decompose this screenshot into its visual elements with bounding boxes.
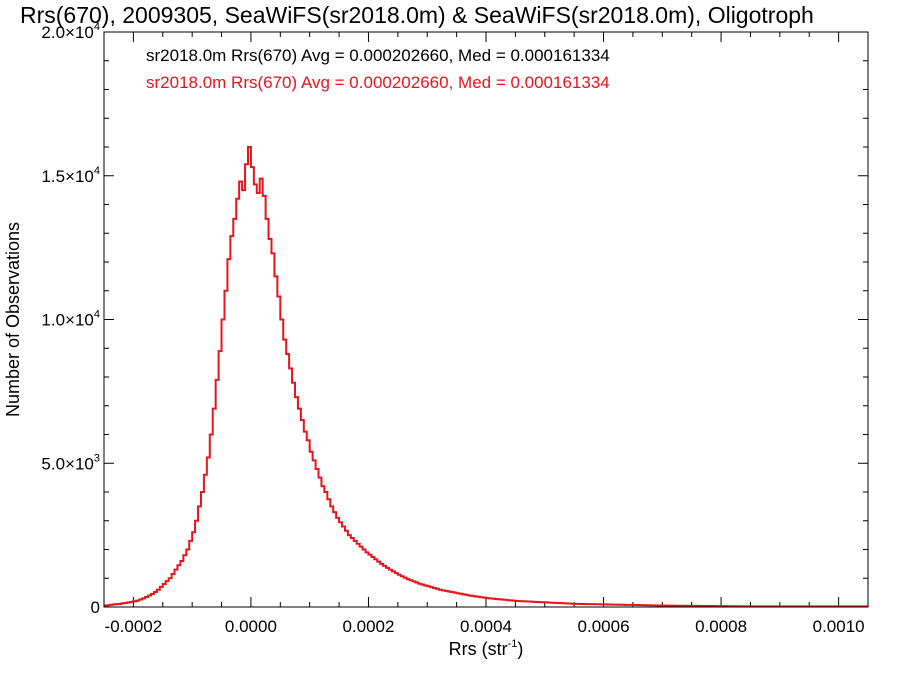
y-tick-label: 1.0×104	[41, 309, 100, 330]
plot-frame	[103, 31, 869, 608]
y-tick-label: 1.5×104	[41, 165, 100, 186]
x-tick-label: 0.0010	[813, 617, 865, 636]
legend: sr2018.0m Rrs(670) Avg = 0.000202660, Me…	[146, 46, 610, 92]
y-tick-label-mantissa: 1.0×10	[41, 311, 93, 330]
x-axis-label: Rrs (str-1)	[449, 638, 524, 659]
histogram-series	[104, 146, 868, 608]
x-tick-label: 0.0002	[342, 617, 394, 636]
y-tick-label-exponent: 4	[94, 309, 100, 321]
x-tick-label: 0.0004	[460, 617, 512, 636]
x-tick-label: -0.0002	[105, 617, 163, 636]
y-tick-label-exponent: 3	[94, 452, 100, 464]
y-axis-label: Number of Observations	[3, 222, 23, 417]
x-tick-label: 0.0008	[695, 617, 747, 636]
y-tick-label-exponent: 4	[94, 165, 100, 177]
chart-title: Rrs(670), 2009305, SeaWiFS(sr2018.0m) & …	[20, 2, 814, 28]
x-tick-label: 0.0006	[578, 617, 630, 636]
y-tick-label-mantissa: 5.0×10	[41, 454, 93, 473]
legend-entry: sr2018.0m Rrs(670) Avg = 0.000202660, Me…	[146, 46, 610, 65]
x-tick-label: 0.0000	[225, 617, 277, 636]
y-tick-label: 5.0×103	[41, 452, 100, 473]
x-axis-label-text: Rrs (str	[449, 639, 508, 659]
histogram-line-series-0	[104, 146, 868, 608]
y-tick-label-mantissa: 2.0×10	[41, 23, 93, 42]
y-tick-label-mantissa: 1.5×10	[41, 167, 93, 186]
legend-entry: sr2018.0m Rrs(670) Avg = 0.000202660, Me…	[146, 73, 610, 92]
y-tick-label-exponent: 4	[94, 21, 100, 33]
y-tick-label-mantissa: 0	[91, 598, 100, 617]
y-tick-label: 0	[91, 598, 100, 617]
x-axis-ticks: -0.0002 0.0000 0.0002 0.0004 0.0006 0.0008 0.0…	[103, 32, 869, 636]
y-tick-label: 2.0×104	[41, 21, 100, 42]
x-axis-label-superscript: -1	[508, 638, 518, 650]
x-axis-label-suffix: )	[517, 639, 523, 659]
